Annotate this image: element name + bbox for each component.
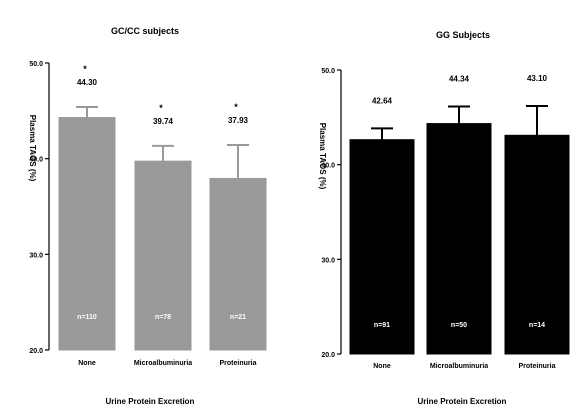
value-label-gccc-1: 39.74 — [153, 117, 174, 126]
category-label-gg-0: None — [373, 363, 391, 370]
category-label-gccc-2: Proteinuria — [220, 360, 257, 367]
y-axis-label-gccc: Plasma TAOS (%) — [28, 115, 37, 182]
category-label-gg-2: Proteinuria — [519, 363, 556, 370]
y-tick-label-gg-0: 20.0 — [321, 352, 335, 359]
n-label-gg-1: n=50 — [451, 322, 467, 329]
bar-gccc-2 — [209, 177, 267, 351]
value-label-gccc-0: 44.30 — [77, 78, 98, 87]
category-label-gccc-0: None — [78, 360, 96, 367]
y-axis-label-gg: Plasma TAOS (%) — [318, 123, 327, 190]
n-label-gccc-2: n=21 — [230, 314, 246, 321]
category-label-gccc-1: Microalbuminuria — [134, 360, 192, 367]
value-label-gg-1: 44.34 — [449, 75, 470, 84]
value-label-gg-2: 43.10 — [527, 74, 548, 83]
x-axis-label-gccc: Urine Protein Excretion — [106, 397, 195, 406]
bar-gg-0 — [349, 139, 415, 355]
y-tick-label-gccc-1: 30.0 — [29, 252, 43, 259]
significance-marker-gccc-2: * — [234, 102, 238, 112]
chart-title-gg: GG Subjects — [436, 30, 490, 40]
y-tick-label-gccc-0: 20.0 — [29, 348, 43, 355]
y-tick-label-gg-1: 30.0 — [321, 257, 335, 264]
n-label-gg-0: n=91 — [374, 322, 390, 329]
bar-gccc-1 — [134, 160, 192, 351]
y-tick-label-gccc-3: 50.0 — [29, 61, 43, 68]
bar-gg-1 — [426, 123, 492, 355]
n-label-gg-2: n=14 — [529, 322, 545, 329]
n-label-gccc-0: n=110 — [77, 314, 97, 321]
y-tick-label-gccc-2: 40.0 — [29, 157, 43, 164]
significance-marker-gccc-0: * — [83, 64, 87, 74]
x-axis-label-gg: Urine Protein Excretion — [418, 397, 507, 406]
y-tick-label-gg-2: 40.0 — [321, 163, 335, 170]
bar-gccc-0 — [58, 117, 116, 351]
chart-title-gccc: GC/CC subjects — [111, 26, 179, 36]
category-label-gg-1: Microalbuminuria — [430, 363, 488, 370]
value-label-gg-0: 42.64 — [372, 96, 393, 105]
significance-marker-gccc-1: * — [159, 103, 163, 113]
n-label-gccc-1: n=78 — [155, 314, 171, 321]
bar-gg-2 — [504, 134, 570, 355]
y-tick-label-gg-3: 50.0 — [321, 68, 335, 75]
value-label-gccc-2: 37.93 — [228, 116, 249, 125]
